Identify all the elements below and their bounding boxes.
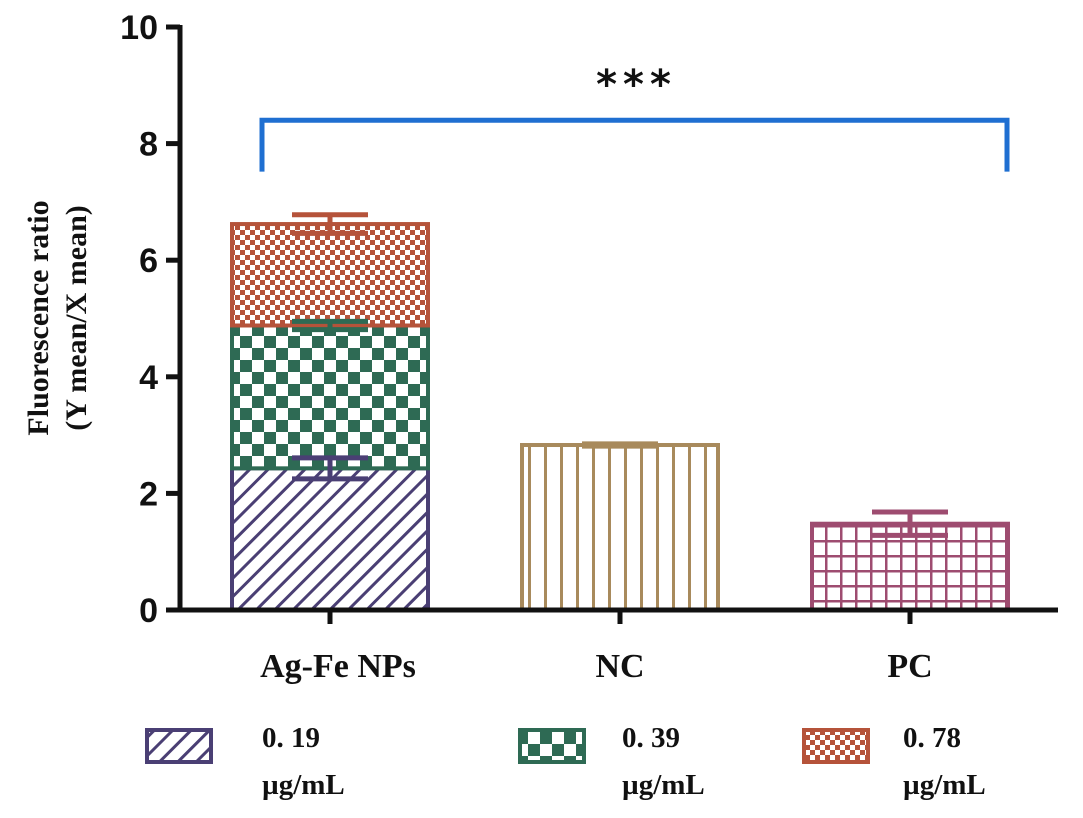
legend-label-0-line2: µg/mL <box>262 769 345 801</box>
y-tick-label-10: 10 <box>120 9 158 47</box>
y-tick-label-2: 2 <box>139 475 158 513</box>
bar-ag-fe-nps-seg-2 <box>230 222 430 328</box>
legend-swatch-0 <box>145 728 213 764</box>
legend-item-2: 0. 78 µg/mL <box>802 722 986 801</box>
x-tick-label-nc: NC <box>595 648 644 685</box>
x-tick-label-pc: PC <box>887 648 932 685</box>
legend-label-0-line1: 0. 19 <box>262 722 320 754</box>
legend-swatch-1 <box>518 728 586 764</box>
legend-label-2-line2: µg/mL <box>903 769 986 801</box>
error-bar-ag-fe-nps-1 <box>292 318 368 333</box>
bar-ag-fe-nps-seg-1 <box>230 323 430 471</box>
legend-label-1-line1: 0. 39 <box>622 722 680 754</box>
bars-layer <box>230 222 1010 612</box>
bar-pc-seg-4 <box>810 521 1010 612</box>
error-bars-layer <box>292 212 948 538</box>
x-tick-label-ag-fe-nps: Ag-Fe NPs <box>260 648 416 685</box>
legend-swatch-2 <box>802 728 870 764</box>
legend-item-0: 0. 19 µg/mL <box>145 722 345 801</box>
y-axis-label-line1: Fluorescence ratio <box>22 200 55 435</box>
legend: 0. 19 µg/mL 0. 39 µg/mL 0. 78 µg/mL <box>145 722 986 801</box>
error-bar-nc-3 <box>582 441 658 449</box>
y-tick-label-0: 0 <box>139 592 158 630</box>
legend-item-1: 0. 39 µg/mL <box>518 722 705 801</box>
bar-ag-fe-nps-seg-0 <box>230 466 430 612</box>
axes: 0 2 4 6 8 10 Ag-Fe NPs NC PC <box>120 9 1058 685</box>
legend-label-1-line2: µg/mL <box>622 769 705 801</box>
y-tick-label-6: 6 <box>139 242 158 280</box>
y-tick-label-8: 8 <box>139 126 158 164</box>
error-bar-ag-fe-nps-2 <box>292 212 368 236</box>
error-bar-pc-4 <box>872 509 948 538</box>
y-tick-label-4: 4 <box>139 359 158 397</box>
y-axis-label-line2: (Y mean/X mean) <box>60 205 93 431</box>
significance-line <box>259 117 1010 172</box>
error-bar-ag-fe-nps-0 <box>292 455 368 482</box>
y-axis-label: Fluorescence ratio (Y mean/X mean) <box>22 200 93 435</box>
significance-bracket: *** <box>259 62 1010 172</box>
bar-nc-seg-3 <box>520 443 720 612</box>
legend-label-2-line1: 0. 78 <box>903 722 961 754</box>
significance-label: *** <box>596 62 677 108</box>
